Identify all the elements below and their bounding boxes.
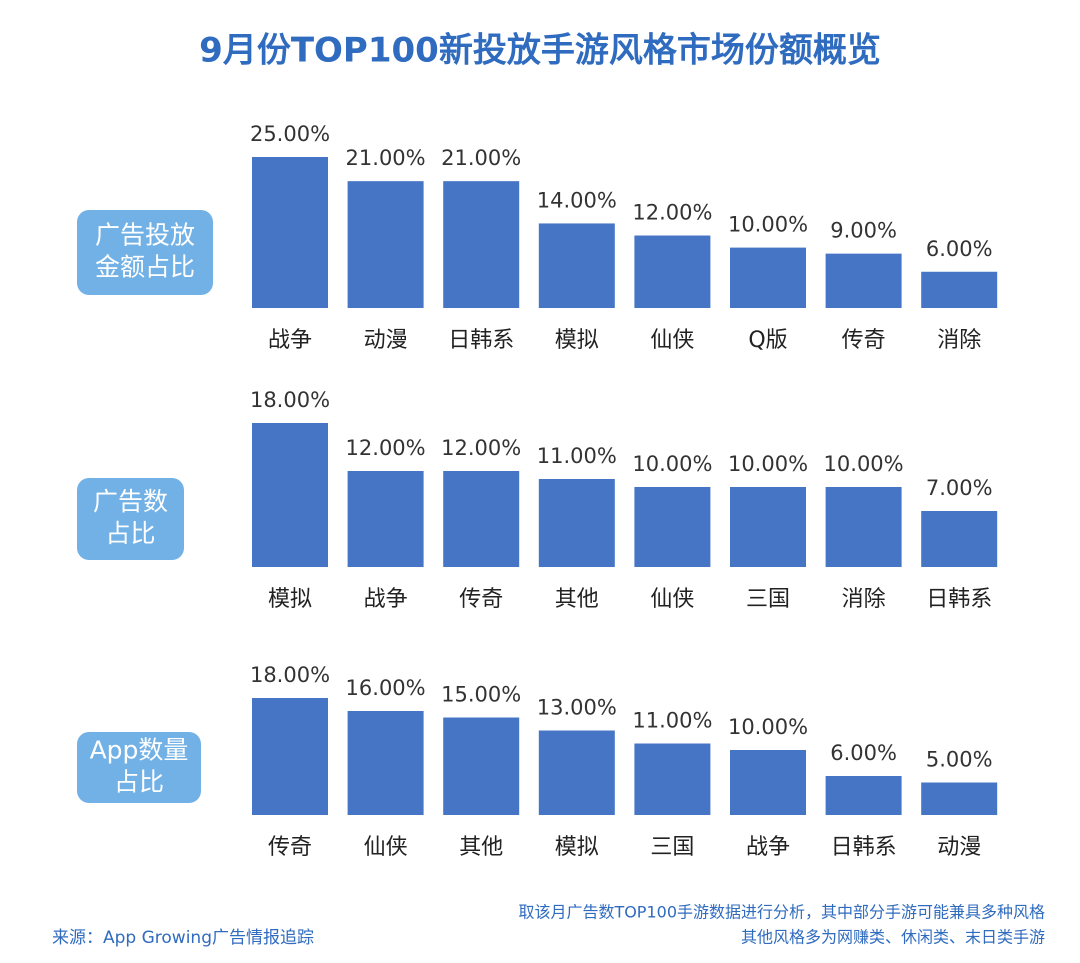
category-label: Q版 — [748, 328, 787, 353]
category-label: 传奇 — [459, 587, 503, 612]
value-label: 6.00% — [830, 741, 897, 765]
bar — [347, 181, 424, 308]
category-label: 仙侠 — [650, 328, 694, 353]
bar — [634, 235, 711, 308]
category-label: 日韩系 — [448, 328, 514, 353]
value-label: 12.00% — [632, 201, 712, 225]
panel-label: 广告投放 — [95, 221, 195, 250]
source: 来源：App Growing广告情报追踪 — [52, 928, 314, 948]
panel-label: 金额占比 — [95, 253, 195, 282]
panel-label: 占比 — [114, 768, 164, 797]
panel-label-box — [77, 210, 213, 295]
category-label: 模拟 — [555, 835, 599, 860]
category-label: 消除 — [842, 587, 886, 612]
value-label: 13.00% — [537, 696, 617, 720]
value-label: 10.00% — [728, 213, 808, 237]
panel-label-box — [77, 478, 184, 560]
page-title: 9月份TOP100新投放手游风格市场份额概览 — [199, 31, 881, 71]
category-label: 传奇 — [842, 328, 886, 353]
note: 取该月广告数TOP100手游数据进行分析，其中部分手游可能兼具多种风格 — [518, 903, 1045, 922]
bar — [538, 223, 615, 308]
category-label: 日韩系 — [926, 587, 992, 612]
bar — [730, 750, 806, 815]
panel-label: App数量 — [90, 736, 189, 765]
panel-label: 广告数 — [93, 487, 168, 516]
bar — [921, 782, 998, 815]
bar — [825, 253, 902, 308]
category-label: 模拟 — [555, 328, 599, 353]
bar — [538, 730, 615, 815]
panel-label: 占比 — [105, 519, 155, 548]
bar — [443, 181, 520, 308]
bar — [443, 717, 520, 815]
panel-label-box — [77, 732, 201, 803]
category-label: 日韩系 — [831, 835, 897, 860]
value-label: 12.00% — [346, 436, 426, 460]
bar — [252, 698, 328, 815]
bar — [252, 157, 328, 308]
value-label: 10.00% — [824, 452, 904, 476]
value-label: 14.00% — [537, 188, 617, 212]
value-label: 18.00% — [250, 388, 330, 412]
value-label: 10.00% — [728, 715, 808, 739]
category-label: 动漫 — [364, 328, 408, 353]
category-label: 动漫 — [937, 835, 981, 860]
value-label: 16.00% — [346, 676, 426, 700]
value-label: 21.00% — [346, 146, 426, 170]
bar — [252, 423, 328, 567]
value-label: 11.00% — [537, 444, 617, 468]
bar — [825, 776, 902, 815]
value-label: 7.00% — [926, 476, 993, 500]
value-label: 12.00% — [441, 436, 521, 460]
category-label: 消除 — [937, 328, 981, 353]
note: 其他风格多为网赚类、休闲类、末日类手游 — [741, 928, 1045, 947]
bar — [538, 479, 615, 567]
bar — [730, 487, 806, 567]
category-label: 三国 — [746, 587, 790, 612]
value-label: 18.00% — [250, 663, 330, 687]
category-label: 其他 — [555, 587, 599, 612]
category-label: 战争 — [746, 835, 790, 860]
value-label: 11.00% — [632, 709, 712, 733]
value-label: 10.00% — [728, 452, 808, 476]
bar — [347, 471, 424, 567]
bar — [825, 487, 902, 567]
bar — [634, 743, 711, 815]
value-label: 6.00% — [926, 237, 993, 261]
value-label: 21.00% — [441, 146, 521, 170]
value-label: 5.00% — [926, 748, 993, 772]
bar — [443, 471, 520, 567]
category-label: 三国 — [650, 835, 694, 860]
category-label: 战争 — [364, 587, 408, 612]
value-label: 9.00% — [830, 219, 897, 243]
category-label: 战争 — [268, 328, 312, 353]
value-label: 10.00% — [632, 452, 712, 476]
category-label: 仙侠 — [364, 835, 408, 860]
value-label: 25.00% — [250, 122, 330, 146]
value-label: 15.00% — [441, 683, 521, 707]
bar — [921, 271, 998, 308]
bar — [921, 511, 998, 567]
bar — [347, 711, 424, 815]
category-label: 传奇 — [268, 835, 312, 860]
category-label: 其他 — [459, 835, 503, 860]
category-label: 仙侠 — [650, 587, 694, 612]
category-label: 模拟 — [268, 587, 312, 612]
bar — [730, 247, 806, 308]
bar — [634, 487, 711, 567]
